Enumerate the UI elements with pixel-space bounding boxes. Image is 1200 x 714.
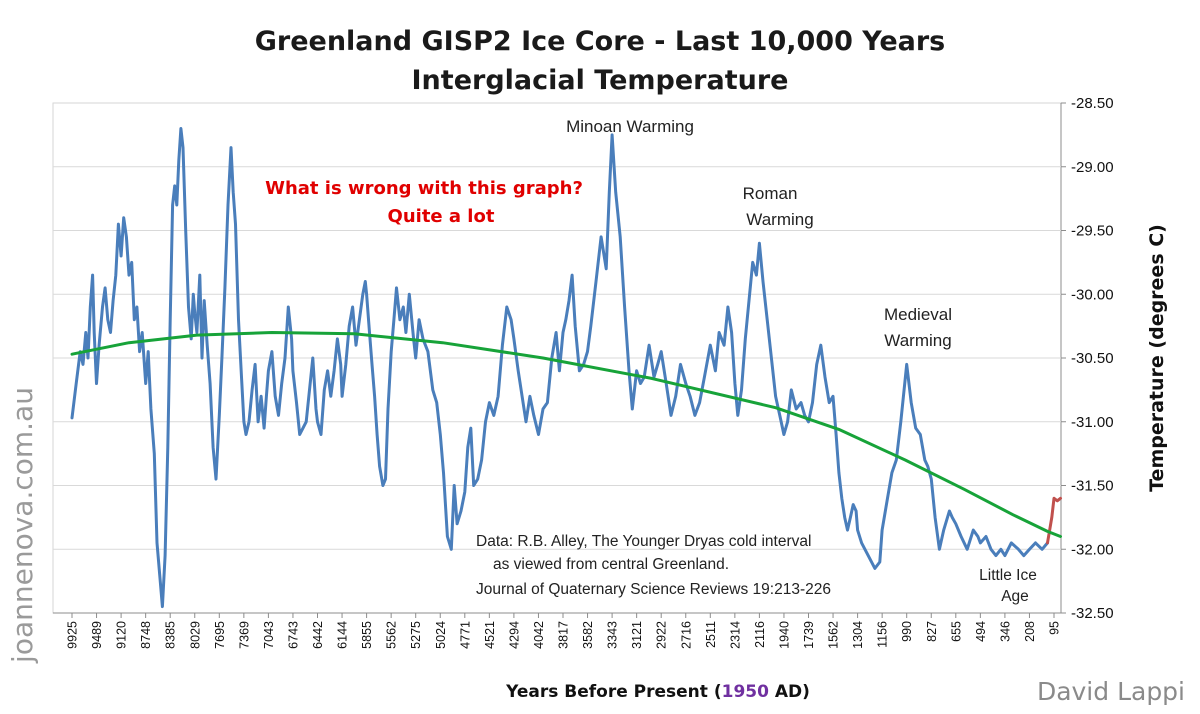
x-tick-label: 4521 (483, 621, 497, 649)
x-tick-label: 8385 (164, 621, 178, 649)
x-tick-label: 4294 (507, 621, 521, 649)
x-tick-label: 5562 (385, 621, 399, 649)
y-tick-label: -30.00 (1071, 286, 1114, 303)
y-axis-ticks: -28.50 -29.00 -29.50 -30.00 -30.50 -31.00 -31.… (1061, 95, 1114, 622)
y-tick-label: -32.00 (1071, 541, 1114, 558)
x-tick-label: 9925 (66, 621, 80, 649)
annotation-question-line2: Quite a lot (388, 206, 495, 227)
x-tick-label: 1940 (778, 621, 792, 649)
annotation-question-line1: What is wrong with this graph? (265, 178, 583, 199)
x-tick-label: 1562 (827, 621, 841, 649)
x-tick-label: 6144 (336, 621, 350, 649)
x-axis-ticks: 9925 9489 9120 8748 8385 8029 7695 7369 7043 6743… (66, 613, 1062, 649)
y-tick-label: -31.00 (1071, 414, 1114, 431)
trend-line (70, 331, 1062, 538)
x-tick-label: 3121 (630, 621, 644, 649)
series-layer (70, 127, 1062, 609)
x-tick-label: 5855 (360, 621, 374, 649)
annotation-roman-line1: Roman (743, 184, 798, 203)
y-tick-label: -29.50 (1071, 223, 1114, 240)
x-tick-label: 95 (1048, 621, 1062, 635)
annotation-roman-line2: Warming (746, 210, 813, 229)
annotation-minoan-warming: Minoan Warming (566, 117, 694, 136)
y-tick-label: -32.50 (1071, 605, 1114, 622)
recent-warming-line (1046, 496, 1062, 545)
x-tick-label: 3343 (606, 621, 620, 649)
y-tick-label: -31.50 (1071, 478, 1114, 495)
x-tick-label: 8748 (139, 621, 153, 649)
data-source-line2: as viewed from central Greenland. (493, 556, 729, 573)
x-axis-label: Years Before Present (1950 AD) (505, 682, 810, 702)
y-tick-label: -29.00 (1071, 159, 1114, 176)
x-tick-label: 346 (998, 621, 1012, 642)
watermark-author: David Lappi (1037, 677, 1185, 706)
x-tick-label: 6442 (311, 621, 325, 649)
x-tick-label: 494 (974, 621, 988, 642)
x-tick-label: 4042 (532, 621, 546, 649)
x-tick-label: 9489 (90, 621, 104, 649)
chart-subtitle: Interglacial Temperature (412, 65, 789, 96)
annotation-little-ice-age-line1: Little Ice (979, 567, 1037, 584)
x-tick-label: 2116 (753, 621, 767, 648)
y-tick-label: -30.50 (1071, 350, 1114, 367)
x-tick-label: 3817 (557, 621, 571, 649)
gridlines (53, 166, 1061, 550)
x-tick-label: 7043 (262, 621, 276, 649)
x-tick-label: 827 (925, 621, 939, 642)
x-tick-label: 990 (900, 621, 914, 642)
y-axis-label: Temperature (degrees C) (1146, 224, 1168, 492)
x-axis-label-year: 1950 (722, 682, 769, 702)
x-tick-label: 2511 (704, 621, 718, 648)
x-tick-label: 5275 (409, 621, 423, 649)
x-tick-label: 1304 (851, 621, 865, 649)
x-tick-label: 4771 (458, 621, 472, 649)
x-tick-label: 7695 (213, 621, 227, 649)
x-tick-label: 5024 (434, 621, 448, 649)
data-source-line3: Journal of Quaternary Science Reviews 19… (476, 581, 831, 598)
x-tick-label: 2922 (655, 621, 669, 649)
data-source-line1: Data: R.B. Alley, The Younger Dryas cold… (476, 533, 811, 550)
x-tick-label: 6743 (287, 621, 301, 649)
x-tick-label: 1156 (876, 621, 890, 648)
x-tick-label: 208 (1023, 621, 1037, 642)
annotation-little-ice-age-line2: Age (1001, 588, 1029, 605)
x-tick-label: 2716 (679, 621, 693, 649)
annotation-medieval-line1: Medieval (884, 305, 952, 324)
x-tick-label: 7369 (237, 621, 251, 649)
x-axis-label-prefix: Years Before Present ( (505, 682, 722, 702)
annotation-medieval-line2: Warming (884, 331, 951, 350)
watermark-site: joannenova.com.au (6, 387, 39, 664)
x-axis-label-suffix: AD) (769, 682, 810, 702)
chart-title: Greenland GISP2 Ice Core - Last 10,000 Y… (255, 26, 946, 57)
y-tick-label: -28.50 (1071, 95, 1114, 112)
x-tick-label: 2314 (728, 621, 742, 649)
x-tick-label: 8029 (188, 621, 202, 649)
x-tick-label: 9120 (115, 621, 129, 649)
x-tick-label: 3582 (581, 621, 595, 649)
temperature-line (70, 127, 1049, 609)
x-tick-label: 655 (949, 621, 963, 642)
x-tick-label: 1739 (802, 621, 816, 649)
